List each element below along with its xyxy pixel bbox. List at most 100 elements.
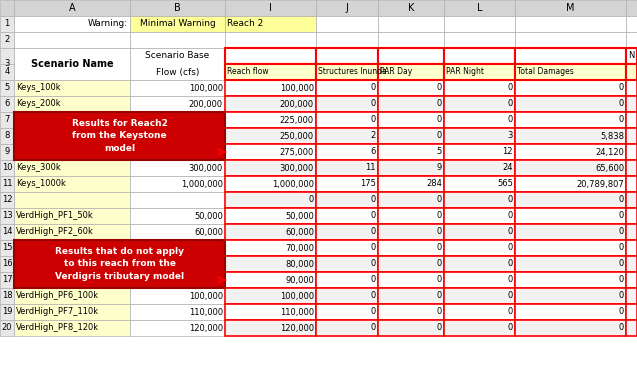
Text: 0: 0 xyxy=(371,291,376,301)
Bar xyxy=(626,192,637,208)
Bar xyxy=(444,16,515,32)
Text: 3: 3 xyxy=(4,60,10,68)
Text: 0: 0 xyxy=(437,131,442,141)
Text: 10: 10 xyxy=(2,163,12,173)
Text: 565: 565 xyxy=(497,180,513,188)
Bar xyxy=(130,0,225,16)
Bar xyxy=(626,48,637,64)
Text: 15: 15 xyxy=(2,244,12,252)
Bar xyxy=(14,272,130,288)
Text: Total Damages: Total Damages xyxy=(517,67,574,77)
Text: 0: 0 xyxy=(508,116,513,124)
Bar xyxy=(515,0,626,16)
Bar xyxy=(225,16,316,32)
Text: 0: 0 xyxy=(619,259,624,269)
Bar xyxy=(316,224,378,240)
Bar xyxy=(0,192,14,208)
Bar xyxy=(130,208,225,224)
Bar xyxy=(0,224,14,240)
Text: 3: 3 xyxy=(508,131,513,141)
Bar xyxy=(626,128,637,144)
Bar xyxy=(378,144,444,160)
Bar xyxy=(316,256,378,272)
Bar xyxy=(130,304,225,320)
Text: VerdHigh_PF2_60k: VerdHigh_PF2_60k xyxy=(16,227,94,237)
Text: 7: 7 xyxy=(4,116,10,124)
Bar xyxy=(130,80,225,96)
Text: Keys_300k: Keys_300k xyxy=(16,163,61,173)
Text: 0: 0 xyxy=(437,323,442,333)
Text: 0: 0 xyxy=(619,212,624,220)
Bar xyxy=(14,224,130,240)
Bar xyxy=(14,112,130,128)
Bar xyxy=(0,32,14,48)
Bar xyxy=(316,192,378,208)
Text: 0: 0 xyxy=(619,323,624,333)
Bar xyxy=(378,96,444,112)
Bar xyxy=(14,0,130,16)
Text: Keys_1000k: Keys_1000k xyxy=(16,180,66,188)
Text: 0: 0 xyxy=(508,259,513,269)
Bar xyxy=(515,128,626,144)
Text: 0: 0 xyxy=(437,227,442,237)
Bar xyxy=(444,176,515,192)
Text: VerdHigh_PF8_120k: VerdHigh_PF8_120k xyxy=(16,323,99,333)
Bar xyxy=(378,272,444,288)
Text: Results that do not apply
to this reach from the
Verdigris tributary model: Results that do not apply to this reach … xyxy=(55,247,184,281)
Bar xyxy=(316,240,378,256)
Bar xyxy=(626,272,637,288)
Bar xyxy=(378,0,444,16)
Text: 5: 5 xyxy=(437,148,442,156)
Bar xyxy=(225,240,316,256)
Bar xyxy=(225,160,316,176)
Bar xyxy=(225,304,316,320)
Bar xyxy=(316,64,378,80)
Text: 0: 0 xyxy=(371,99,376,109)
Text: Results for Reach2
from the Keystone
model: Results for Reach2 from the Keystone mod… xyxy=(71,119,168,153)
Bar xyxy=(0,16,14,32)
Text: VerdHigh_PF6_100k: VerdHigh_PF6_100k xyxy=(16,291,99,301)
Bar xyxy=(130,96,225,112)
Text: 0: 0 xyxy=(437,291,442,301)
Bar xyxy=(0,288,14,304)
Bar xyxy=(130,112,225,128)
Text: VerdHigh_PF7_110k: VerdHigh_PF7_110k xyxy=(16,308,99,316)
Bar xyxy=(444,0,515,16)
Text: 100,000: 100,000 xyxy=(189,84,223,92)
Bar xyxy=(515,208,626,224)
Bar xyxy=(316,272,378,288)
Text: 0: 0 xyxy=(371,259,376,269)
Bar xyxy=(626,64,637,80)
Bar xyxy=(444,32,515,48)
Bar xyxy=(14,112,225,160)
Bar xyxy=(515,320,626,336)
Text: 1: 1 xyxy=(4,20,10,28)
Text: 20: 20 xyxy=(2,323,12,333)
Text: 0: 0 xyxy=(508,227,513,237)
Bar xyxy=(316,208,378,224)
Text: 0: 0 xyxy=(371,276,376,284)
Bar xyxy=(316,0,378,16)
Text: 0: 0 xyxy=(508,84,513,92)
Text: 120,000: 120,000 xyxy=(280,323,314,333)
Bar xyxy=(626,112,637,128)
Text: M: M xyxy=(566,3,575,13)
Text: 0: 0 xyxy=(508,308,513,316)
Bar xyxy=(225,208,316,224)
Bar xyxy=(515,176,626,192)
Bar xyxy=(626,96,637,112)
Text: 0: 0 xyxy=(309,195,314,205)
Bar xyxy=(626,240,637,256)
Text: 0: 0 xyxy=(437,308,442,316)
Bar xyxy=(626,16,637,32)
Bar xyxy=(225,64,316,80)
Text: I: I xyxy=(269,3,272,13)
Text: VerdHigh_PF5_90k: VerdHigh_PF5_90k xyxy=(16,276,94,284)
Bar xyxy=(316,32,378,48)
Text: 2: 2 xyxy=(4,35,10,45)
Bar xyxy=(225,288,316,304)
Text: Reach 2: Reach 2 xyxy=(227,20,263,28)
Bar xyxy=(130,176,225,192)
Text: Warning:: Warning: xyxy=(88,20,128,28)
Text: Keys_250k: Keys_250k xyxy=(16,131,61,141)
